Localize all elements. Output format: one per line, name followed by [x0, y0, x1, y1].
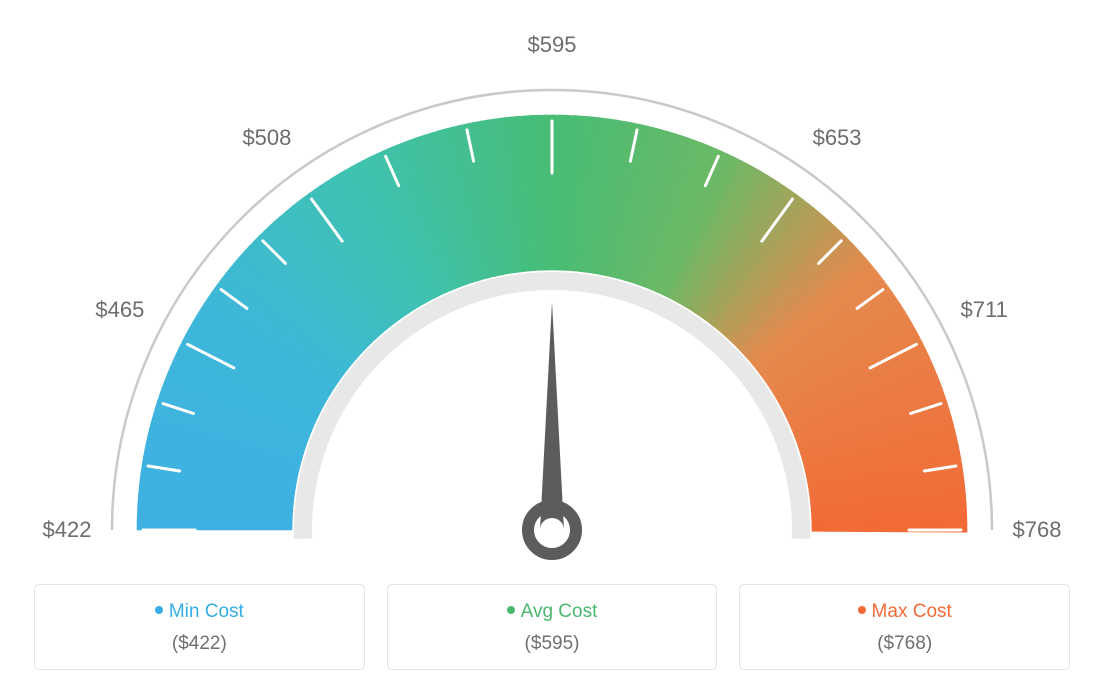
legend-value-max: ($768) [750, 633, 1059, 655]
legend-dot-avg [507, 606, 515, 614]
legend-card-min: Min Cost ($422) [34, 584, 365, 670]
legend-value-avg: ($595) [398, 633, 707, 655]
legend-label-min: Min Cost [169, 601, 244, 622]
tick-label-3: $595 [528, 32, 577, 58]
tick-label-5: $711 [960, 297, 1007, 323]
legend-card-avg: Avg Cost ($595) [387, 584, 718, 670]
tick-label-2: $508 [242, 125, 291, 151]
legend-title-max: Max Cost [750, 601, 1059, 623]
cost-gauge-root: $422 $465 $508 $595 $653 $711 $768 Min Cost ($… [0, 0, 1104, 690]
tick-label-6: $768 [1013, 517, 1062, 543]
legend-card-max: Max Cost ($768) [739, 584, 1070, 670]
legend-value-min: ($422) [45, 633, 354, 655]
tick-label-0: $422 [43, 517, 92, 543]
legend-row: Min Cost ($422) Avg Cost ($595) Max Cost… [0, 584, 1104, 670]
gauge-area: $422 $465 $508 $595 $653 $711 $768 [0, 0, 1104, 580]
legend-label-avg: Avg Cost [521, 601, 598, 622]
tick-label-1: $465 [95, 297, 144, 323]
legend-dot-min [155, 606, 163, 614]
legend-title-avg: Avg Cost [398, 601, 707, 623]
gauge-svg [0, 0, 1104, 580]
legend-dot-max [858, 606, 866, 614]
legend-label-max: Max Cost [872, 601, 952, 622]
gauge-needle [540, 302, 564, 530]
tick-label-4: $653 [813, 125, 862, 151]
legend-title-min: Min Cost [45, 601, 354, 623]
